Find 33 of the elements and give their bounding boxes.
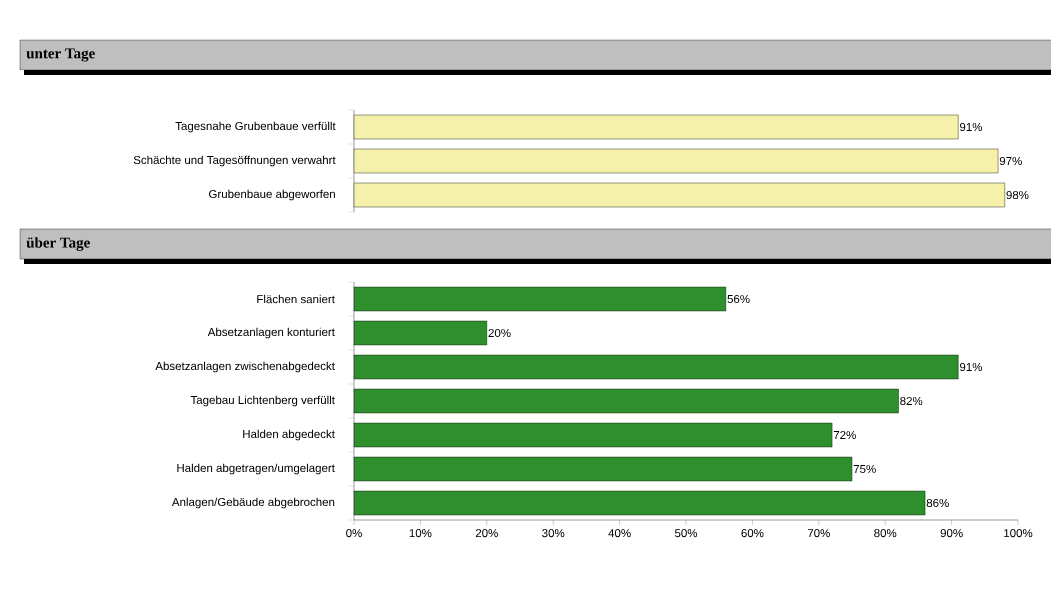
data-label: 82%	[900, 396, 923, 406]
x-tick-label: 80%	[874, 529, 897, 538]
x-tick-label: 30%	[542, 529, 565, 538]
data-label: 56%	[727, 294, 750, 304]
y-tick-label: Flächen saniert	[257, 294, 335, 304]
x-tick-label: 50%	[674, 529, 698, 538]
data-label: 20%	[488, 328, 511, 338]
y-tick-label: Tagebau Lichtenberg verfüllt	[190, 395, 335, 407]
x-tick-label: 70%	[807, 529, 830, 538]
data-label: 91%	[959, 122, 983, 132]
y-tick-label: Schächte und Tagesöffnungen verwahrt	[133, 155, 336, 167]
data-label: 86%	[926, 498, 949, 508]
x-tick-label: 90%	[940, 529, 963, 538]
x-tick-label: 60%	[741, 529, 764, 538]
text: über Tage	[26, 237, 90, 251]
y-tick-label: Absetzanlagen zwischenabgedeckt	[155, 361, 335, 373]
data-label: 72%	[833, 430, 856, 440]
data-label: 75%	[853, 464, 876, 474]
data-label: 97%	[999, 156, 1022, 166]
x-tick-label: 40%	[608, 529, 631, 538]
y-tick-label: Anlagen/Gebäude abgebrochen	[171, 497, 335, 509]
y-tick-label: Grubenbaue abgeworfen	[209, 189, 335, 201]
y-tick-label: Absetzanlagen konturiert	[207, 327, 335, 339]
data-label: 98%	[1006, 190, 1029, 200]
x-tick-label: 0%	[346, 529, 362, 538]
y-tick-label: Halden abgedeckt	[243, 429, 335, 441]
y-tick-label: Tagesnahe Grubenbaue verfüllt	[175, 121, 336, 133]
x-tick-label: 100%	[1004, 529, 1033, 538]
x-tick-label: 20%	[475, 529, 498, 538]
x-tick-label: 10%	[409, 529, 432, 538]
y-tick-label: Halden abgetragen/umgelagert	[177, 463, 335, 475]
data-label: 91%	[959, 362, 983, 372]
text: unter Tage	[26, 48, 95, 62]
